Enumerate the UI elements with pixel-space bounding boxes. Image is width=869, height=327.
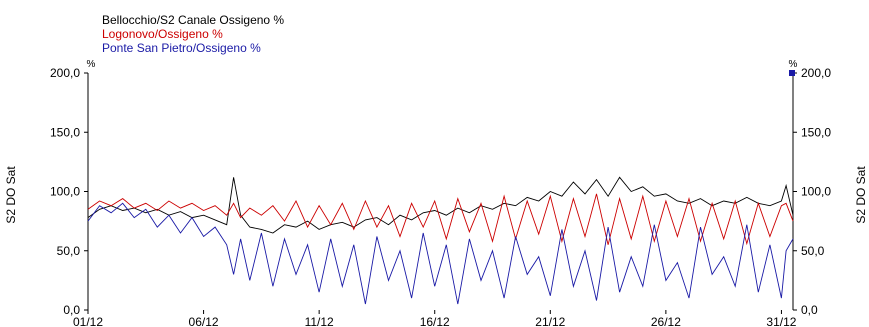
unit-right: % <box>789 59 798 70</box>
y-tick-label-right: 50,0 <box>801 244 825 258</box>
y-tick-label-left: 100,0 <box>50 185 80 199</box>
series-line-1 <box>87 193 794 246</box>
y-tick-label-right: 200,0 <box>801 66 831 80</box>
y-tick-label-right: 150,0 <box>801 125 831 139</box>
legend-item-logonovo: Logonovo/Ossigeno % <box>102 27 223 41</box>
y-tick-label-left: 50,0 <box>57 244 81 258</box>
y-tick-label-left: 200,0 <box>50 66 80 80</box>
series-line-0 <box>87 176 794 234</box>
x-tick-label: 21/12 <box>535 315 565 327</box>
x-tick-label: 11/12 <box>305 315 334 327</box>
x-tick-label: 06/12 <box>189 315 219 327</box>
series-marker <box>789 70 795 76</box>
x-tick-label: 31/12 <box>766 315 796 327</box>
series-line-2 <box>87 202 794 305</box>
x-tick-label: 16/12 <box>420 315 450 327</box>
legend-item-bellocchio: Bellocchio/S2 Canale Ossigeno % <box>102 13 285 27</box>
y-axis-label-right: S2 DO Sat <box>854 166 868 224</box>
x-tick-label: 26/12 <box>651 315 681 327</box>
unit-left: % <box>87 59 96 70</box>
y-tick-label-right: 0,0 <box>801 303 818 317</box>
y-axis-label-left: S2 DO Sat <box>4 166 18 224</box>
y-tick-label-right: 100,0 <box>801 185 831 199</box>
legend: Bellocchio/S2 Canale Ossigeno % Logonovo… <box>102 13 284 55</box>
y-tick-label-left: 0,0 <box>63 303 80 317</box>
legend-item-ponte-san-pietro: Ponte San Pietro/Ossigeno % <box>102 41 261 55</box>
x-tick-label: 01/12 <box>73 315 103 327</box>
y-tick-label-left: 150,0 <box>50 125 80 139</box>
